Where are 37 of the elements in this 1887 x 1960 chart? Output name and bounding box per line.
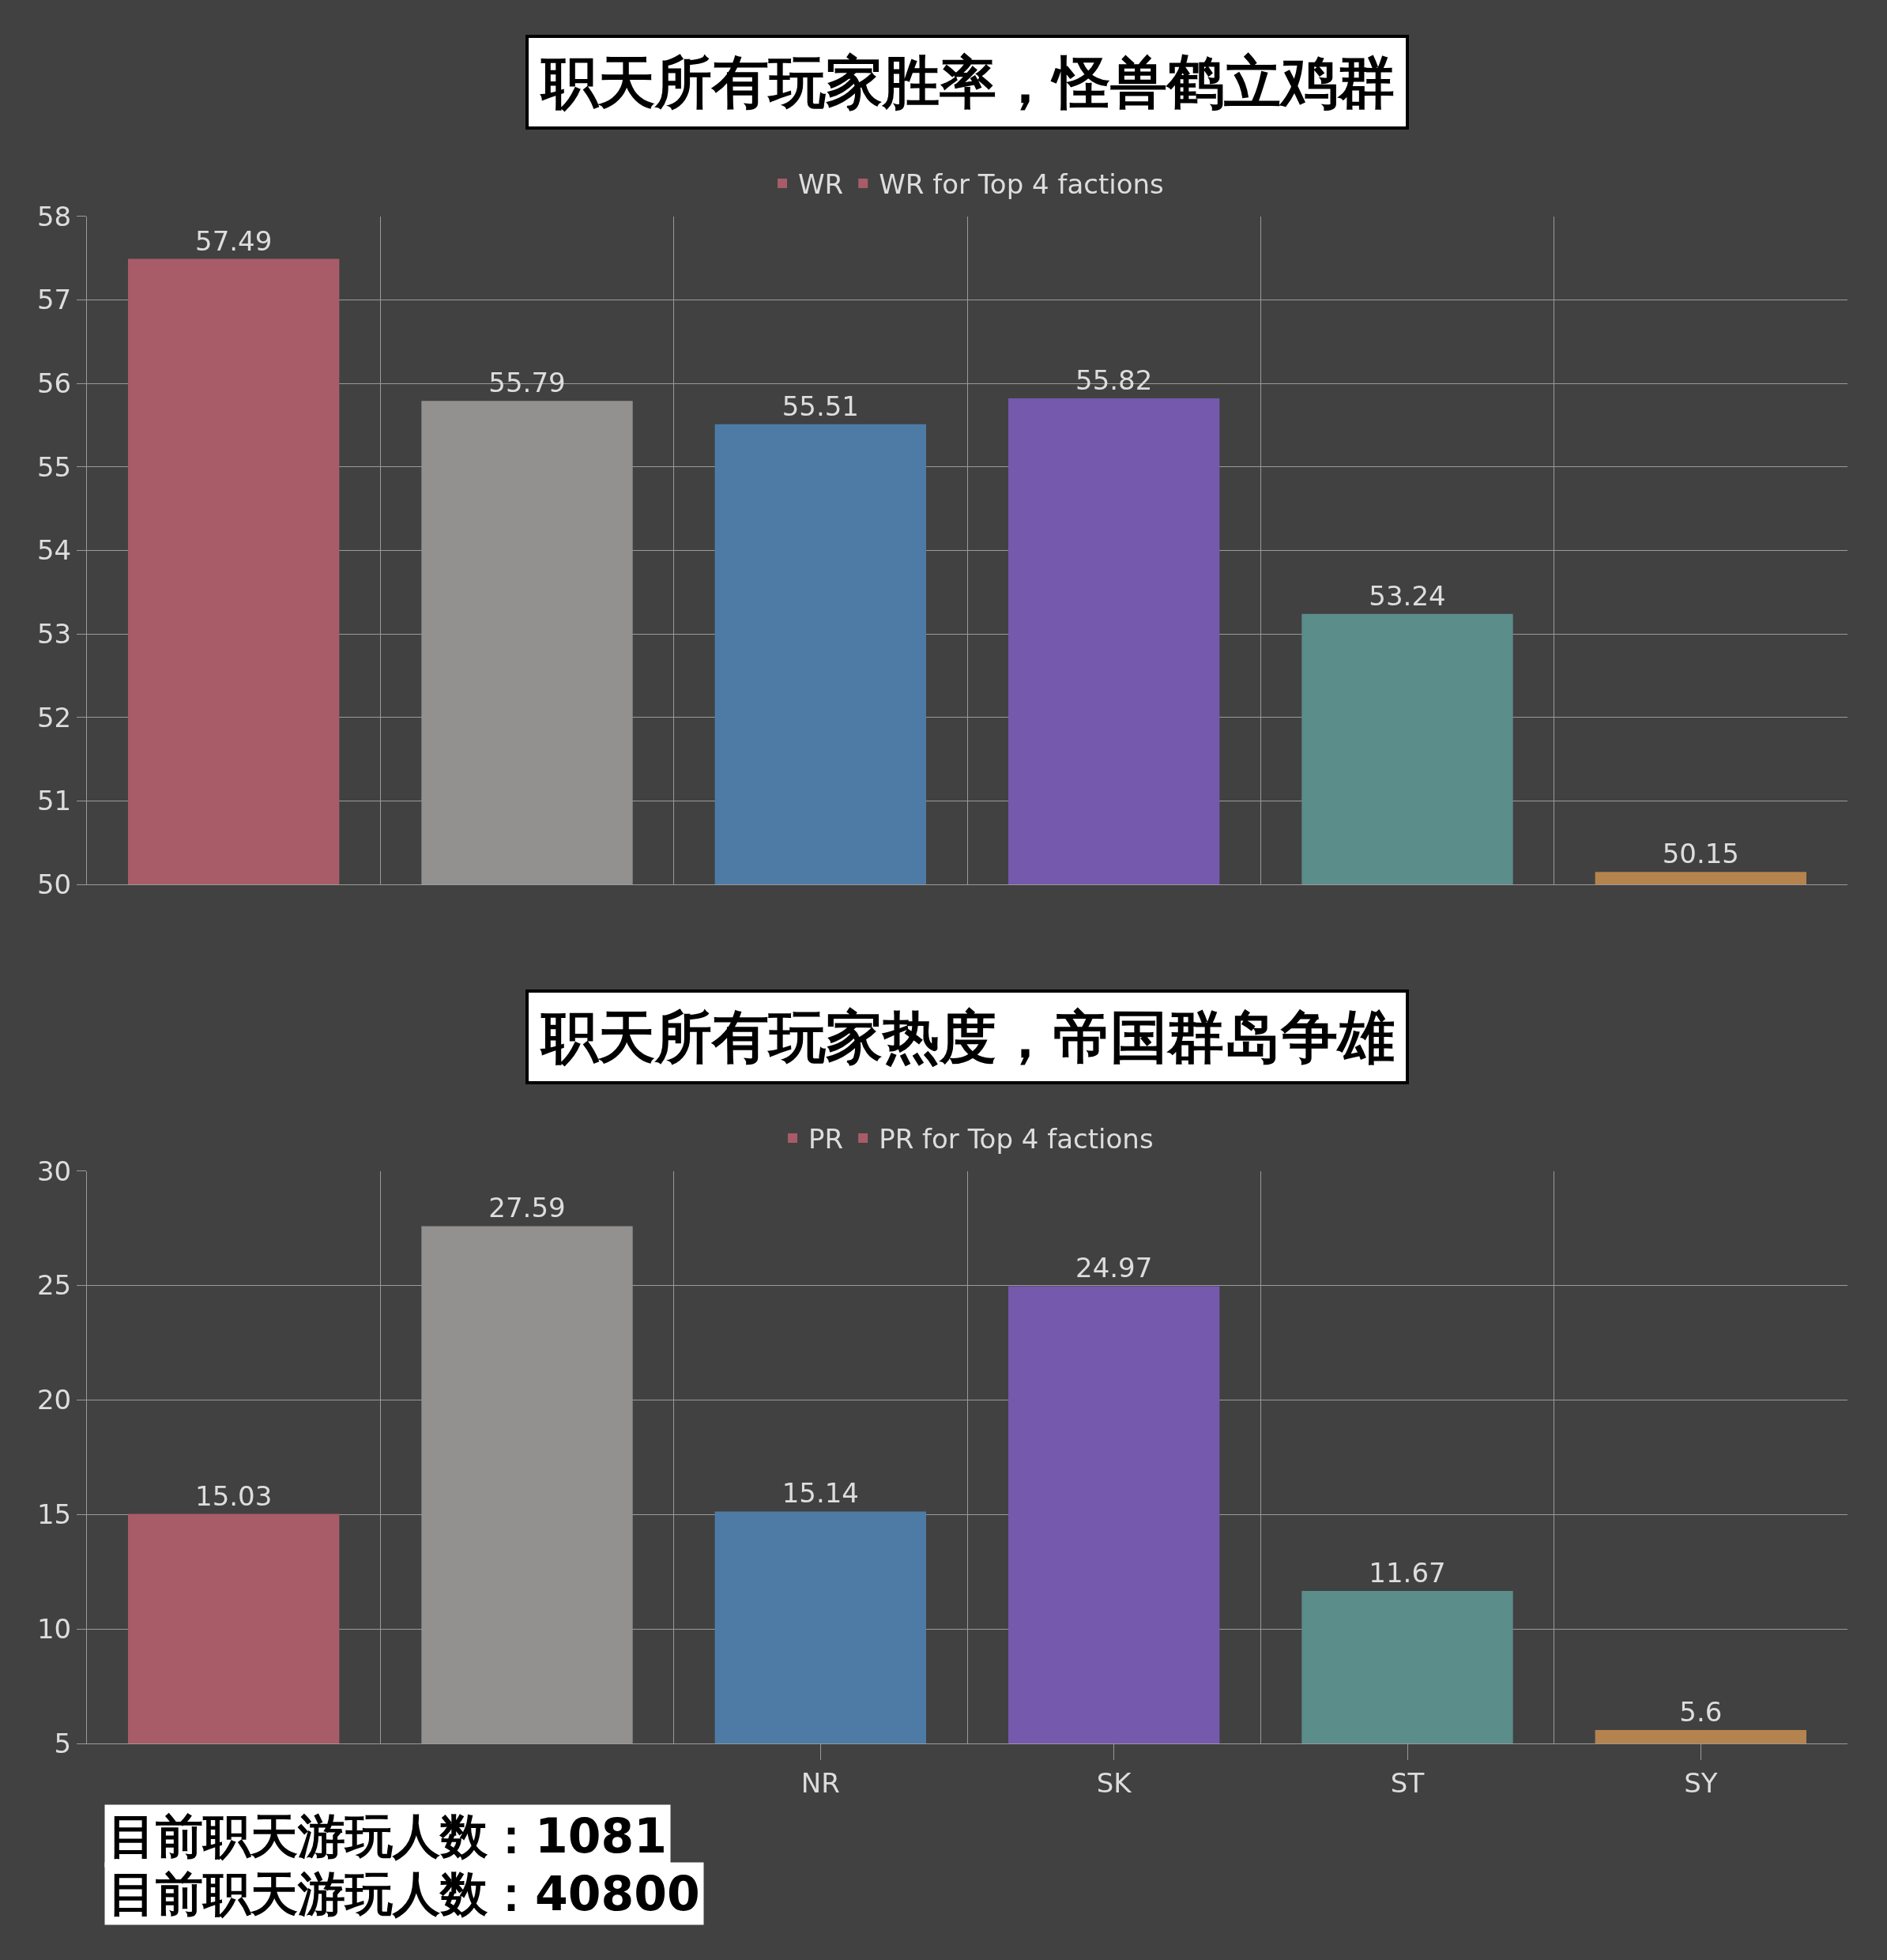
y-tick-label: 10 <box>36 1613 72 1645</box>
y-tick-label: 56 <box>36 367 72 399</box>
legend-label: PR <box>808 1123 844 1155</box>
data-label: 27.59 <box>488 1192 566 1224</box>
data-label: 57.49 <box>195 224 273 257</box>
y-tick-label: 52 <box>36 701 72 733</box>
chart-title: 职天所有玩家胜率，怪兽鹤立鸡群 <box>540 49 1395 115</box>
y-tick-label: 53 <box>36 618 72 650</box>
data-label: 11.67 <box>1369 1557 1446 1589</box>
y-tick-label: 15 <box>36 1498 72 1531</box>
legend-label: WR <box>798 168 844 201</box>
data-label: 24.97 <box>1075 1252 1153 1284</box>
y-tick-label: 57 <box>36 284 72 316</box>
legend-label: WR for Top 4 factions <box>879 168 1164 201</box>
y-tick-label: 30 <box>36 1155 72 1187</box>
data-label: 53.24 <box>1369 579 1446 612</box>
x-tick-label: SK <box>1096 1767 1133 1800</box>
y-tick-label: 50 <box>36 869 72 901</box>
data-label: 15.03 <box>195 1479 273 1512</box>
x-tick-label: SY <box>1684 1767 1718 1800</box>
y-tick-label: 20 <box>36 1384 72 1416</box>
data-label: 15.14 <box>782 1477 859 1510</box>
text: 目前职天游玩人数：1081 <box>108 1808 667 1864</box>
text: 目前职天游玩人数：40800 <box>108 1866 700 1921</box>
y-tick-label: 58 <box>36 200 72 232</box>
y-tick-label: 25 <box>36 1269 72 1302</box>
x-tick-label: ST <box>1390 1767 1425 1800</box>
data-label: 55.51 <box>782 390 859 422</box>
y-tick-label: 55 <box>36 450 72 483</box>
data-label: 50.15 <box>1662 838 1739 870</box>
chart-title: 职天所有玩家热度，帝国群岛争雄 <box>540 1004 1395 1070</box>
x-tick-label: NR <box>800 1767 840 1800</box>
y-tick-label: 54 <box>36 534 72 567</box>
y-tick-label: 51 <box>36 785 72 817</box>
data-label: 5.6 <box>1679 1696 1723 1728</box>
legend-label: PR for Top 4 factions <box>879 1123 1154 1155</box>
y-tick-label: 5 <box>54 1728 72 1760</box>
